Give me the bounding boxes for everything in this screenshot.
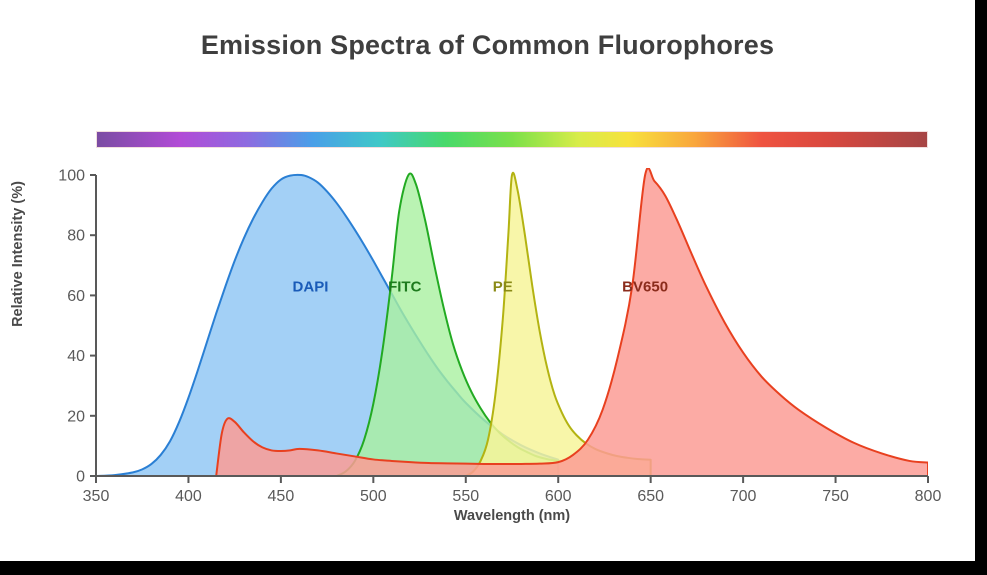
y-tick-group: 0 20 40 60 80 100: [58, 168, 96, 486]
series-bv650: [215, 168, 928, 477]
y-tick-label-40: 40: [67, 348, 85, 365]
x-tick-group: 350 400 450 500 550 600 650 700 750 800: [83, 476, 942, 505]
y-tick-label-80: 80: [67, 228, 85, 245]
chart-title: Emission Spectra of Common Fluorophores: [200, 30, 775, 60]
x-axis-label: Wavelength (nm): [453, 508, 571, 524]
y-tick-label-60: 60: [67, 288, 85, 305]
x-tick-label-700: 700: [730, 488, 757, 505]
visible-spectrum-gradient-bar: [96, 131, 928, 148]
series-areas: [96, 168, 928, 477]
series-label-dapi: DAPI: [293, 278, 329, 295]
spectra-svg: 0 20 40 60 80 100 350 400 450 500 550 600 650 700 750…: [58, 168, 942, 506]
series-label-pe: PE: [493, 278, 513, 295]
x-tick-label-450: 450: [268, 488, 295, 505]
series-annotations: DAPI FITC PE BV650: [293, 278, 669, 295]
plot-area: 0 20 40 60 80 100 350 400 450 500 550 600 650 700 750…: [10, 168, 942, 525]
y-axis-label: Relative Intensity (%): [10, 181, 26, 327]
y-tick-label-0: 0: [76, 469, 85, 486]
series-label-fitc: FITC: [388, 278, 421, 295]
x-tick-label-500: 500: [360, 488, 387, 505]
right-letterbox-bar: [975, 0, 987, 575]
series-label-bv650: BV650: [622, 278, 668, 295]
x-tick-label-600: 600: [545, 488, 572, 505]
bottom-letterbox-bar: [0, 561, 987, 575]
x-tick-label-800: 800: [915, 488, 942, 505]
x-tick-label-350: 350: [83, 488, 110, 505]
y-tick-label-20: 20: [67, 408, 85, 425]
x-tick-label-750: 750: [822, 488, 849, 505]
x-tick-label-400: 400: [175, 488, 202, 505]
chart-canvas: Emission Spectra of Common Fluorophores …: [0, 0, 975, 561]
x-tick-label-650: 650: [637, 488, 664, 505]
x-tick-label-550: 550: [452, 488, 479, 505]
axes: [95, 175, 928, 477]
y-tick-label-100: 100: [58, 168, 85, 185]
